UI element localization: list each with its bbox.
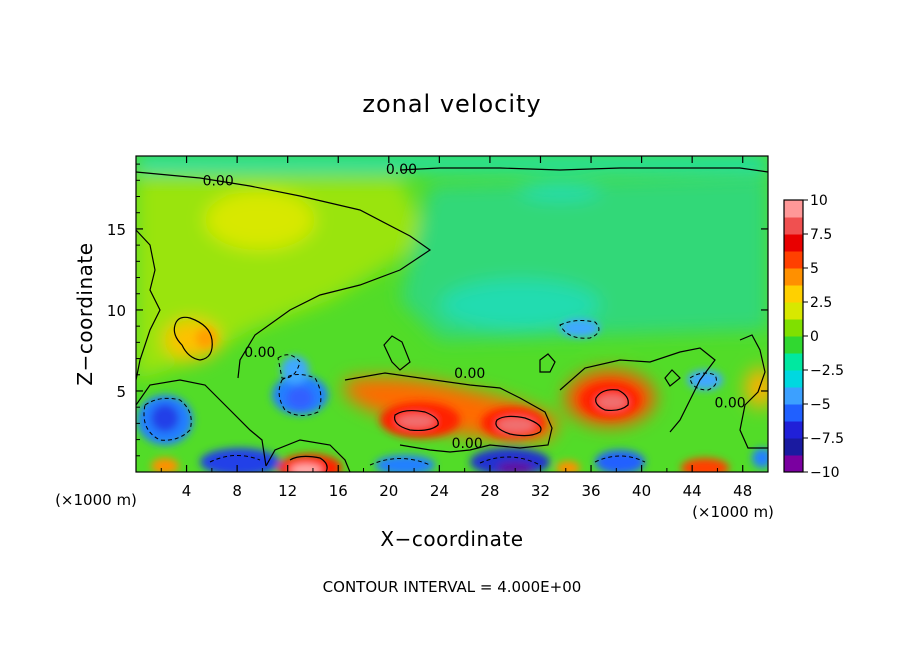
colorbar-swatch xyxy=(784,387,803,405)
x-tick-label: 16 xyxy=(329,482,348,500)
colorbar-swatch xyxy=(784,421,803,439)
contour-label: 0.00 xyxy=(386,162,417,178)
chart-title: zonal velocity xyxy=(362,90,541,118)
contour-chart: zonal velocity xyxy=(0,0,904,654)
colorbar-tick-label: −10 xyxy=(810,465,840,481)
colorbar: 10 7.5 5 2.5 0 −2.5 −5 −7.5 −10 xyxy=(784,193,844,481)
colorbar-tick-label: 2.5 xyxy=(810,295,832,311)
colorbar-swatch xyxy=(784,234,803,252)
x-tick-label: 44 xyxy=(683,482,702,500)
x-tick-label: 32 xyxy=(531,482,550,500)
contour-label: 0.00 xyxy=(244,345,275,361)
colorbar-tick-label: 7.5 xyxy=(810,227,832,243)
colorbar-swatch xyxy=(784,217,803,235)
contour-label: 0.00 xyxy=(452,436,483,452)
colorbar-tick-label: 5 xyxy=(810,261,819,277)
x-tick-label: 36 xyxy=(581,482,600,500)
x-tick-label: 12 xyxy=(278,482,297,500)
x-tick-label: 28 xyxy=(480,482,499,500)
colorbar-tick-label: −2.5 xyxy=(810,363,844,379)
x-tick-label: 40 xyxy=(632,482,651,500)
x-tick-label: 4 xyxy=(182,482,192,500)
contour-label: 0.00 xyxy=(454,366,485,382)
colorbar-swatch xyxy=(784,302,803,320)
y-axis-title: Z−coordinate xyxy=(73,242,97,385)
colorbar-tick-label: 0 xyxy=(810,329,819,345)
colorbar-swatch xyxy=(784,285,803,303)
contour-label: 0.00 xyxy=(203,173,234,189)
colorbar-swatch xyxy=(784,200,803,218)
colorbar-swatch xyxy=(784,251,803,269)
x-axis-title: X−coordinate xyxy=(380,527,523,551)
y-tick-label: 5 xyxy=(116,383,126,401)
colorbar-swatch xyxy=(784,268,803,286)
x-tick-label: 20 xyxy=(379,482,398,500)
colorbar-swatch xyxy=(784,370,803,388)
colorbar-swatch xyxy=(784,319,803,337)
contour-interval-note: CONTOUR INTERVAL = 4.000E+00 xyxy=(323,578,582,596)
y-tick-label: 10 xyxy=(107,302,126,320)
colorbar-swatch xyxy=(784,404,803,422)
x-tick-label: 48 xyxy=(733,482,752,500)
colorbar-tick-label: −7.5 xyxy=(810,431,844,447)
y-tick-label: 15 xyxy=(107,221,126,239)
colorbar-swatch xyxy=(784,336,803,354)
x-tick-label: 24 xyxy=(430,482,449,500)
x-tick-label: 8 xyxy=(232,482,242,500)
contour-label: 0.00 xyxy=(714,395,745,411)
colorbar-swatch xyxy=(784,438,803,456)
colorbar-swatch xyxy=(784,353,803,371)
colorbar-tick-label: −5 xyxy=(810,397,831,413)
plot-area: 0.00 0.00 0.00 0.00 0.00 0.00 xyxy=(136,156,775,482)
x-unit-left: (×1000 m) xyxy=(55,491,137,509)
colorbar-tick-label: 10 xyxy=(810,193,828,209)
colorbar-swatch xyxy=(784,455,803,473)
x-unit-right: (×1000 m) xyxy=(692,503,774,521)
